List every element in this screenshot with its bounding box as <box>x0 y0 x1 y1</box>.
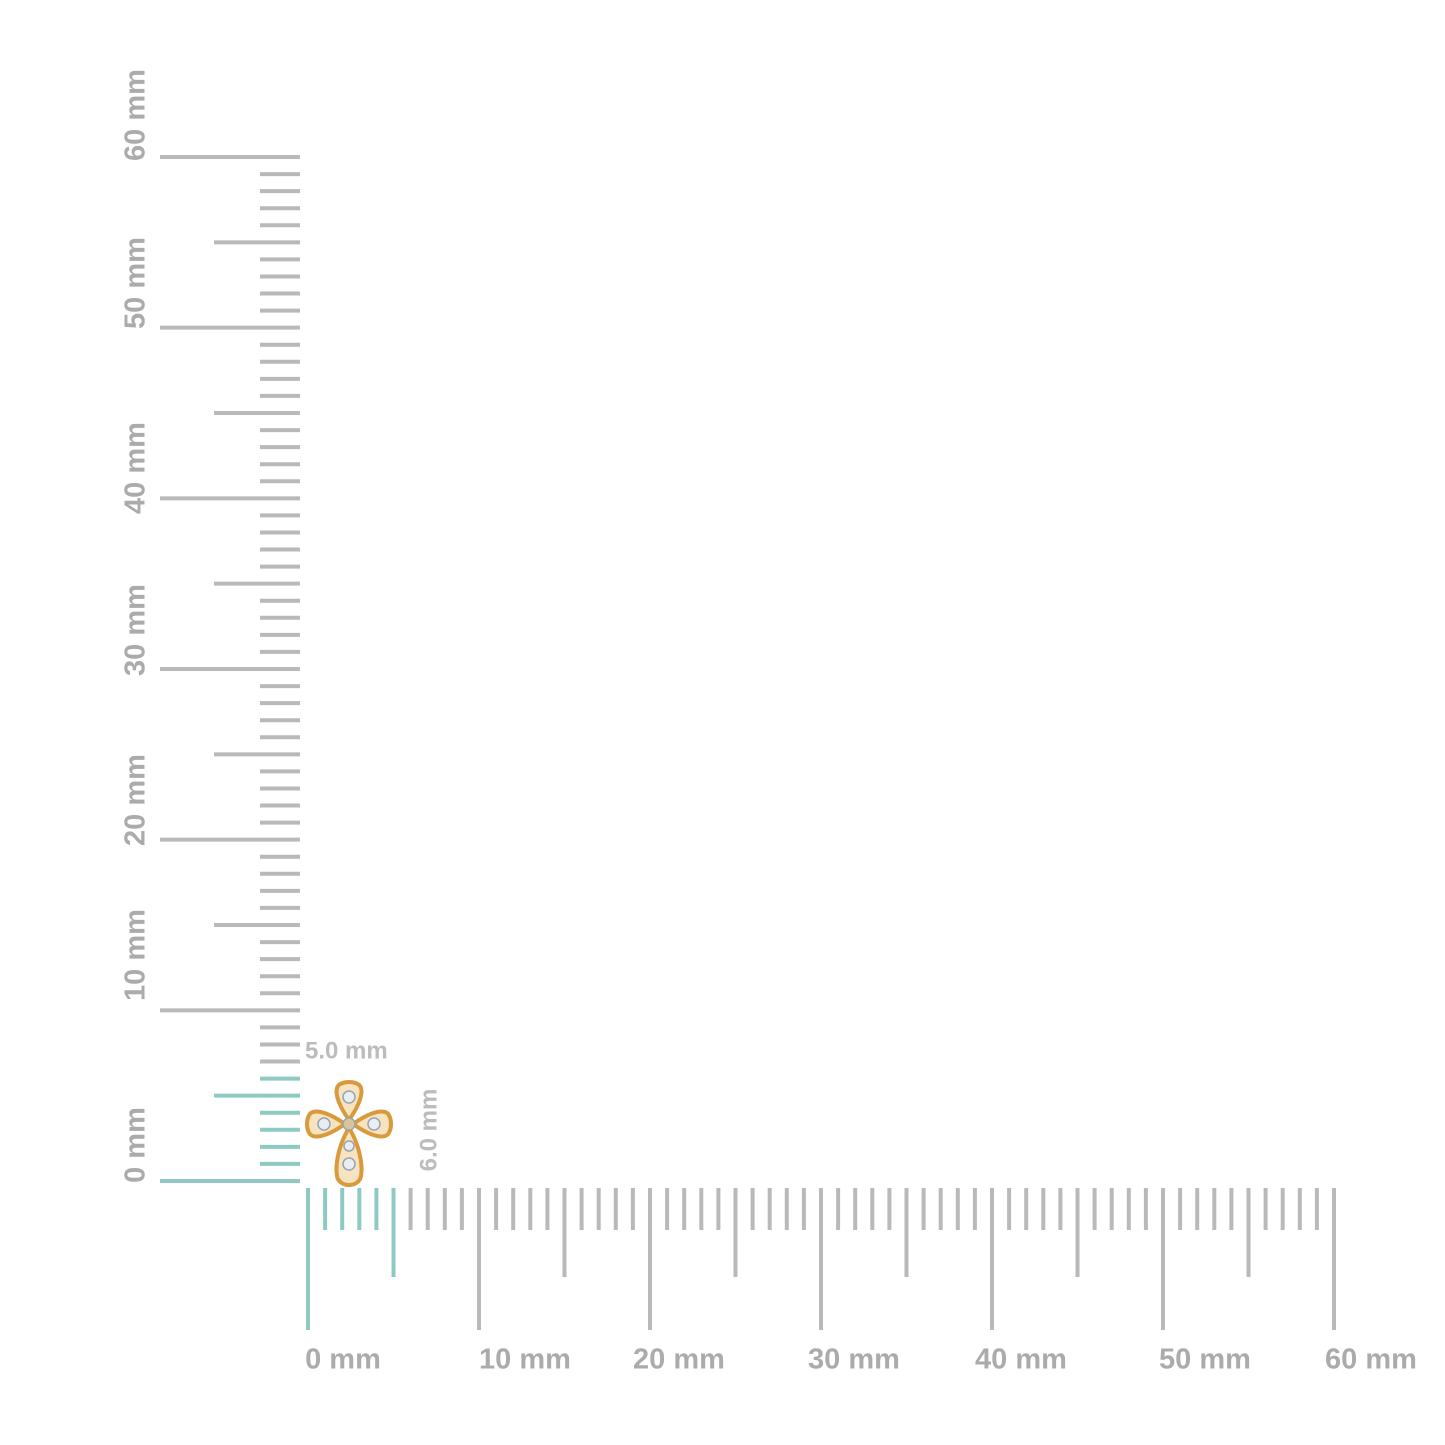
ruler-label: 0 mm <box>305 1344 381 1376</box>
ruler-label: 60 mm <box>120 69 152 161</box>
ruler-label: 10 mm <box>120 909 152 1001</box>
ruler-label: 20 mm <box>633 1344 725 1376</box>
ruler-label: 50 mm <box>1159 1344 1251 1376</box>
earring <box>305 1080 393 1187</box>
height-label: 6.0 mm <box>415 1089 442 1172</box>
ruler-ticks <box>160 155 1336 1330</box>
ruler-label: 20 mm <box>120 754 152 846</box>
ruler-label: 40 mm <box>120 422 152 514</box>
ruler-label: 50 mm <box>120 237 152 329</box>
ruler-label: 40 mm <box>975 1344 1067 1376</box>
width-label: 5.0 mm <box>305 1037 388 1064</box>
ruler-label: 30 mm <box>808 1344 900 1376</box>
ruler-label: 10 mm <box>479 1344 571 1376</box>
ruler-label: 30 mm <box>120 584 152 676</box>
ruler-label: 60 mm <box>1325 1344 1417 1376</box>
ruler-label: 0 mm <box>120 1107 152 1183</box>
